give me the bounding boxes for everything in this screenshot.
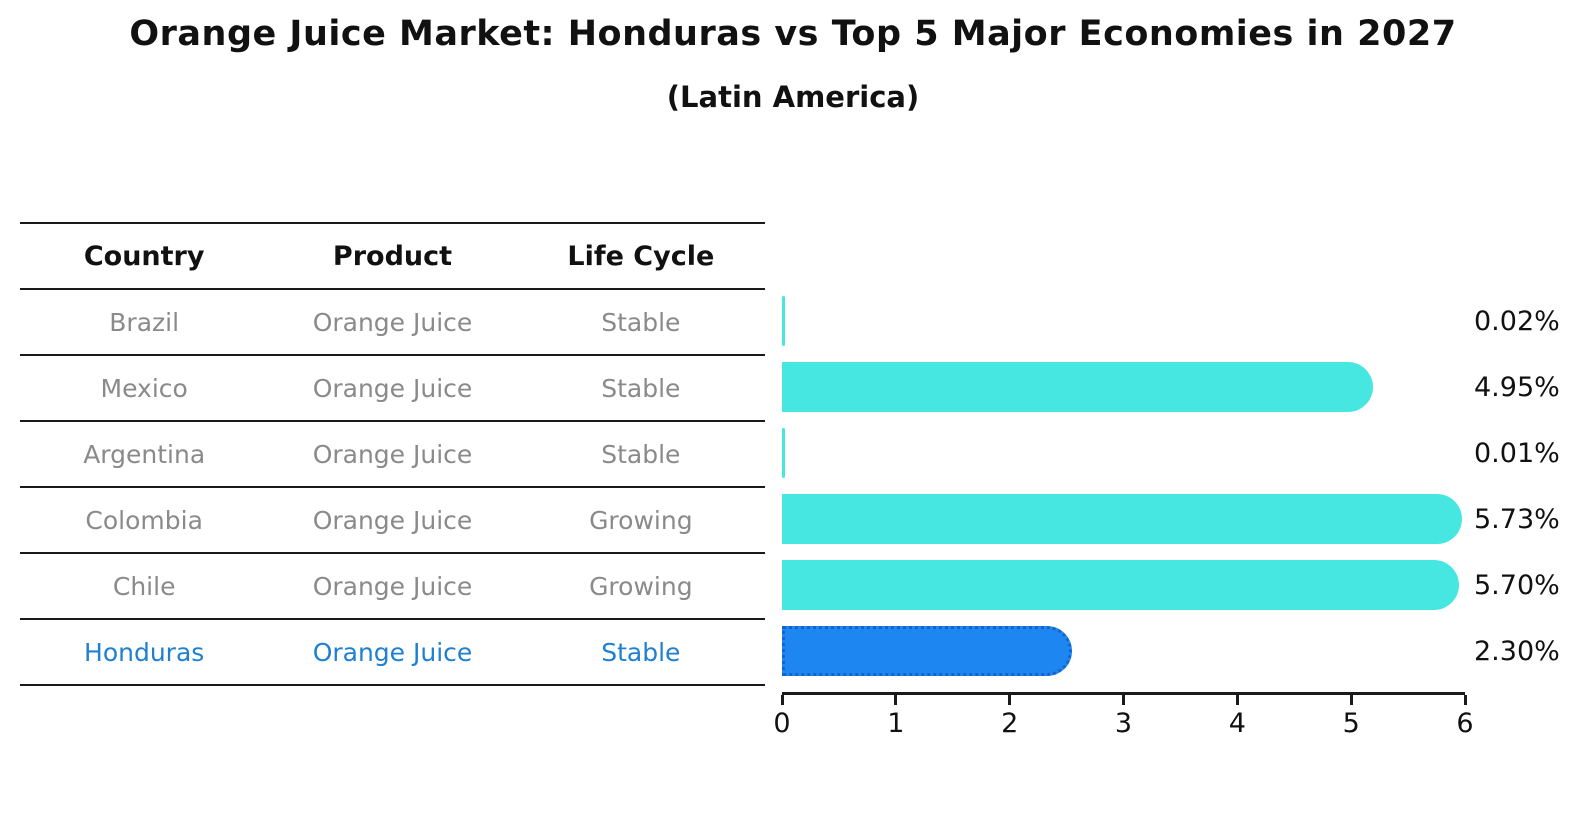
table-row: Mexico Orange Juice Stable — [20, 356, 765, 422]
x-axis-line — [782, 692, 1465, 695]
cell-country: Brazil — [109, 307, 180, 337]
cell-life-cycle: Stable — [601, 373, 681, 403]
tick-label: 4 — [1228, 708, 1246, 739]
value-label-mexico: 4.95% — [1474, 371, 1560, 403]
value-label-chile: 5.70% — [1474, 569, 1560, 601]
cell-country: Honduras — [84, 637, 205, 667]
tick-label: 0 — [773, 708, 791, 739]
cell-country: Mexico — [100, 373, 188, 403]
table-row: Argentina Orange Juice Stable — [20, 422, 765, 488]
value-label-colombia: 5.73% — [1474, 503, 1560, 535]
value-label-brazil: 0.02% — [1474, 305, 1560, 337]
bar-row — [782, 354, 1465, 420]
bar-row — [782, 420, 1465, 486]
bar-mexico — [782, 362, 1374, 412]
bar-row — [782, 288, 1465, 354]
table-row-honduras: Honduras Orange Juice Stable — [20, 620, 765, 686]
tick-mark — [1008, 695, 1012, 705]
chart-subtitle: (Latin America) — [666, 80, 920, 114]
cell-life-cycle: Growing — [589, 505, 693, 535]
tick-label: 6 — [1456, 708, 1474, 739]
table-row: Colombia Orange Juice Growing — [20, 488, 765, 554]
cell-product: Orange Juice — [312, 439, 473, 469]
cell-product: Orange Juice — [312, 571, 473, 601]
bar-argentina — [782, 428, 785, 478]
cell-life-cycle: Stable — [601, 307, 681, 337]
bar-brazil — [782, 296, 785, 346]
cell-life-cycle: Stable — [601, 439, 681, 469]
cell-life-cycle: Growing — [589, 571, 693, 601]
bar-row — [782, 618, 1465, 684]
tick-label: 2 — [1001, 708, 1019, 739]
tick-label: 3 — [1114, 708, 1133, 739]
tick-mark — [1463, 695, 1467, 705]
tick-mark — [780, 695, 784, 705]
tick-mark — [1122, 695, 1125, 705]
bar-row — [782, 486, 1465, 552]
cell-product: Orange Juice — [312, 505, 473, 535]
bar-row — [782, 552, 1465, 618]
cell-product: Orange Juice — [312, 373, 473, 403]
tick-label: 1 — [887, 708, 905, 739]
tick-mark — [1235, 695, 1239, 705]
value-label-column: 0.02% 4.95% 0.01% 5.73% 5.70% 2.30% — [1474, 288, 1574, 684]
column-header-life-cycle: Life Cycle — [567, 240, 715, 272]
cell-life-cycle: Stable — [601, 637, 681, 667]
cell-product: Orange Juice — [312, 307, 473, 337]
table-header-row: Country Product Life Cycle — [20, 224, 765, 290]
chart-title: Orange Juice Market: Honduras vs Top 5 M… — [129, 14, 1457, 54]
tick-mark — [1349, 695, 1353, 705]
column-header-country: Country — [83, 240, 205, 272]
bar-plot-area — [782, 288, 1465, 684]
table-row: Brazil Orange Juice Stable — [20, 290, 765, 356]
table-row: Chile Orange Juice Growing — [20, 554, 765, 620]
cell-country: Argentina — [83, 439, 206, 469]
cell-product: Orange Juice — [312, 637, 473, 667]
column-header-product: Product — [332, 240, 453, 272]
value-label-honduras: 2.30% — [1474, 635, 1560, 667]
x-axis-ticks: 0 1 2 3 4 5 6 — [773, 692, 1474, 742]
tick-mark — [894, 695, 898, 705]
bar-chile — [782, 560, 1459, 610]
cell-country: Chile — [112, 571, 176, 601]
value-label-argentina: 0.01% — [1474, 437, 1560, 469]
country-table: Country Product Life Cycle Brazil Orange… — [20, 222, 765, 686]
cell-country: Colombia — [85, 505, 203, 535]
bar-colombia — [782, 494, 1463, 544]
tick-label: 5 — [1342, 708, 1360, 739]
bar-honduras — [782, 626, 1072, 676]
